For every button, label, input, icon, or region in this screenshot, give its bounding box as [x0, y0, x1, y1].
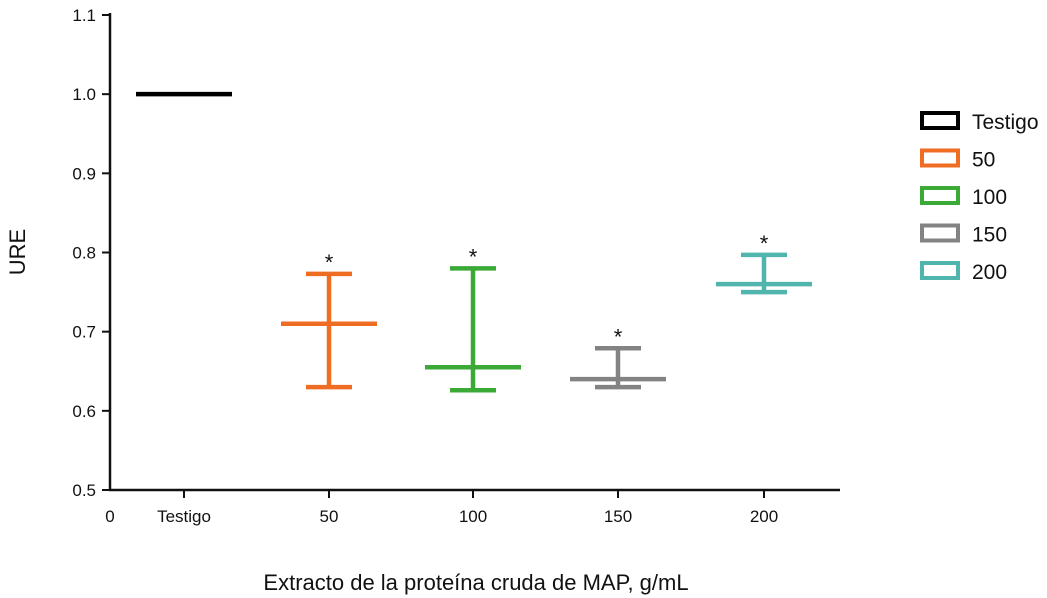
- chart-marks: * * * *: [136, 91, 812, 393]
- x-axis-title: Extracto de la proteína cruda de MAP, g/…: [263, 570, 688, 595]
- y-tick-label-3: 0.8: [72, 244, 96, 263]
- legend: Testigo 50 100 150 200: [920, 111, 1039, 284]
- significance-mark-200: *: [760, 231, 769, 256]
- y-tick-label-6: 1.1: [72, 6, 96, 25]
- legend-swatch-50: [920, 148, 960, 168]
- x-tick-label-5: 200: [750, 507, 778, 526]
- y-tick-label-2: 0.7: [72, 323, 96, 342]
- legend-swatch-100: [920, 186, 960, 205]
- legend-label-Testigo: Testigo: [972, 111, 1039, 134]
- x-tick-label-1: Testigo: [157, 507, 211, 526]
- y-ticks: 0.5 0.6 0.7 0.8 0.9 1.0 1.1: [72, 6, 110, 500]
- x-tick-label-0: 0: [105, 507, 114, 526]
- series-150: *: [570, 324, 666, 390]
- x-ticks: 0 Testigo 50 100 150 200: [105, 490, 778, 526]
- significance-mark-50: *: [325, 250, 334, 275]
- legend-label-50: 50: [972, 149, 995, 172]
- y-axis-title: URE: [5, 229, 30, 275]
- y-tick-label-4: 0.9: [72, 164, 96, 183]
- legend-label-100: 100: [972, 186, 1007, 209]
- x-tick-label-2: 50: [320, 507, 339, 526]
- legend-label-150: 150: [972, 224, 1007, 247]
- series-100: *: [425, 244, 521, 393]
- legend-swatch-150: [920, 223, 960, 243]
- legend-swatch-200: [920, 261, 960, 280]
- series-50: *: [281, 250, 377, 390]
- significance-mark-100: *: [469, 244, 478, 269]
- y-tick-label-1: 0.6: [72, 402, 96, 421]
- series-200: *: [716, 231, 812, 295]
- y-tick-label-5: 1.0: [72, 85, 96, 104]
- legend-label-200: 200: [972, 261, 1007, 284]
- significance-mark-150: *: [614, 324, 623, 349]
- legend-swatch-Testigo: [920, 111, 960, 130]
- x-tick-label-3: 100: [459, 507, 487, 526]
- y-tick-label-0: 0.5: [72, 481, 96, 500]
- x-tick-label-4: 150: [604, 507, 632, 526]
